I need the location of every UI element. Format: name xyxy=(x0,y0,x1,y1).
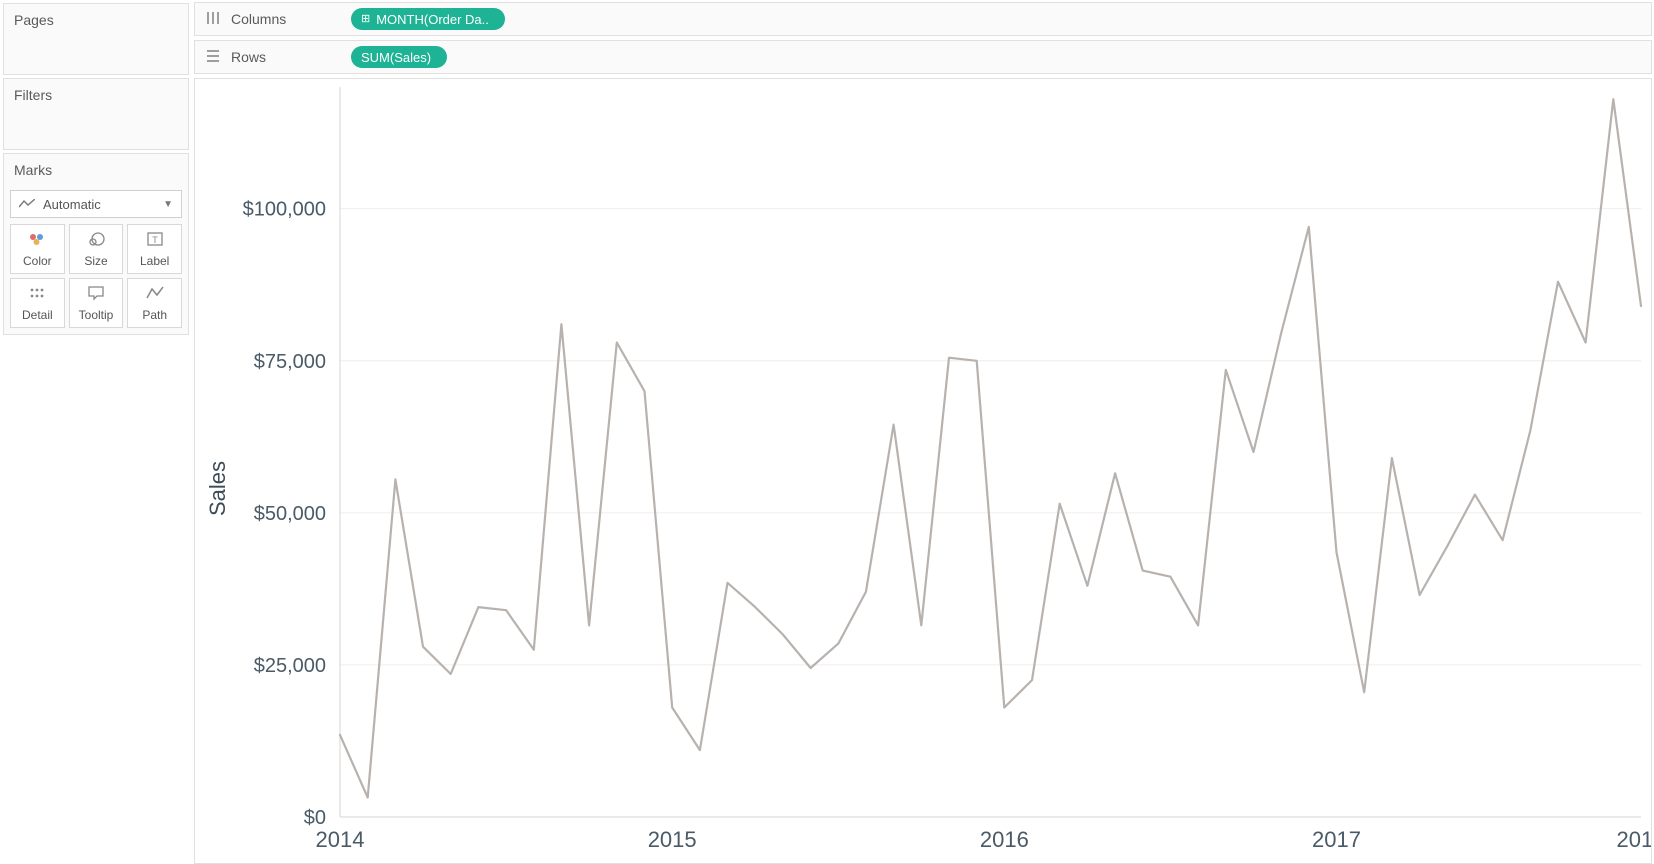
y-tick-label: $75,000 xyxy=(254,351,326,373)
pages-panel-title: Pages xyxy=(4,4,188,36)
mark-card-color[interactable]: Color xyxy=(10,224,65,274)
filters-panel[interactable]: Filters xyxy=(3,78,189,150)
mark-card-detail[interactable]: Detail xyxy=(10,278,65,328)
expand-icon: ⊞ xyxy=(361,14,370,25)
y-tick-label: $50,000 xyxy=(254,503,326,525)
mark-card-label: Label xyxy=(140,254,169,268)
filters-panel-title: Filters xyxy=(4,79,188,111)
chevron-down-icon: ▼ xyxy=(163,199,173,210)
x-tick-label: 2015 xyxy=(648,827,697,852)
columns-icon xyxy=(205,11,221,28)
mark-card-size[interactable]: Size xyxy=(69,224,124,274)
mark-card-label: Detail xyxy=(22,308,53,322)
y-axis-title: Sales xyxy=(205,461,230,516)
color-icon xyxy=(27,231,47,250)
columns-pill-label: MONTH(Order Da.. xyxy=(376,12,489,27)
rows-label: Rows xyxy=(231,49,341,65)
mark-card-label: Color xyxy=(23,254,52,268)
size-icon xyxy=(86,231,106,250)
rows-shelf[interactable]: Rows SUM(Sales) xyxy=(194,40,1652,74)
y-tick-label: $0 xyxy=(304,807,326,829)
marks-type-selector[interactable]: Automatic ▼ xyxy=(10,190,182,218)
mark-card-path[interactable]: Path xyxy=(127,278,182,328)
y-tick-label: $100,000 xyxy=(243,199,326,221)
y-tick-label: $25,000 xyxy=(254,655,326,677)
mark-card-label: Tooltip xyxy=(79,308,114,322)
mark-card-label: Path xyxy=(142,308,167,322)
marks-panel-title: Marks xyxy=(4,154,188,186)
x-tick-label: 2017 xyxy=(1312,827,1361,852)
marks-type-label: Automatic xyxy=(43,197,101,212)
x-tick-label: 2018 xyxy=(1617,827,1651,852)
svg-text:T: T xyxy=(152,235,158,245)
rows-icon xyxy=(205,49,221,66)
columns-pill[interactable]: ⊞ MONTH(Order Da.. xyxy=(351,8,505,30)
x-tick-label: 2014 xyxy=(316,827,365,852)
mark-card-label[interactable]: T Label xyxy=(127,224,182,274)
columns-shelf[interactable]: Columns ⊞ MONTH(Order Da.. xyxy=(194,2,1652,36)
mark-card-label: Size xyxy=(84,254,107,268)
visualization[interactable]: $0 $25,000 $50,000 $75,000 $100,000 Sales 2014… xyxy=(194,78,1652,864)
marks-panel: Marks Automatic ▼ Color Size T Label Detail T… xyxy=(3,153,189,335)
rows-pill[interactable]: SUM(Sales) xyxy=(351,46,447,68)
rows-pill-label: SUM(Sales) xyxy=(361,50,431,65)
columns-label: Columns xyxy=(231,11,341,27)
x-tick-label: 2016 xyxy=(980,827,1029,852)
mark-card-tooltip[interactable]: Tooltip xyxy=(69,278,124,328)
label-icon: T xyxy=(145,231,165,250)
automatic-line-icon xyxy=(19,197,35,212)
tooltip-icon xyxy=(86,285,106,304)
path-icon xyxy=(145,285,165,304)
pages-panel[interactable]: Pages xyxy=(3,3,189,75)
detail-icon xyxy=(27,285,47,304)
